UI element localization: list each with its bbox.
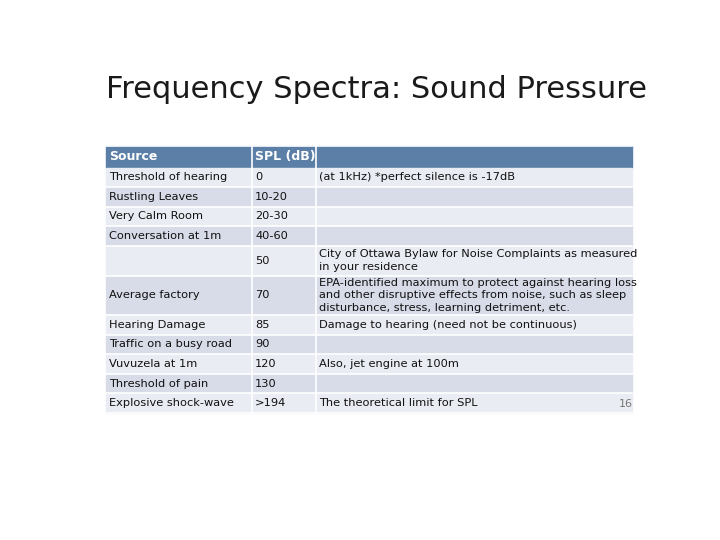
Text: Average factory: Average factory	[109, 291, 199, 300]
Bar	[106, 207, 632, 226]
Bar	[106, 393, 632, 413]
Text: Threshold of pain: Threshold of pain	[109, 379, 208, 388]
Text: Source: Source	[109, 150, 157, 163]
Text: Conversation at 1m: Conversation at 1m	[109, 231, 221, 241]
Bar	[106, 315, 632, 335]
Text: EPA-identified maximum to protect against hearing loss
and other disruptive effe: EPA-identified maximum to protect agains…	[320, 278, 637, 313]
Text: 85: 85	[255, 320, 270, 330]
Bar	[106, 335, 632, 354]
Text: Also, jet engine at 100m: Also, jet engine at 100m	[320, 359, 459, 369]
Bar	[106, 354, 632, 374]
Bar	[106, 226, 632, 246]
Text: 10-20: 10-20	[255, 192, 288, 202]
Text: 40-60: 40-60	[255, 231, 288, 241]
Text: Hearing Damage: Hearing Damage	[109, 320, 205, 330]
Text: The theoretical limit for SPL: The theoretical limit for SPL	[320, 398, 478, 408]
Bar	[106, 275, 632, 315]
Text: >194: >194	[255, 398, 287, 408]
Bar	[106, 246, 632, 275]
Bar	[106, 167, 632, 187]
Bar	[106, 374, 632, 393]
Text: Threshold of hearing: Threshold of hearing	[109, 172, 227, 183]
Text: Traffic on a busy road: Traffic on a busy road	[109, 340, 232, 349]
Text: Rustling Leaves: Rustling Leaves	[109, 192, 198, 202]
Text: Vuvuzela at 1m: Vuvuzela at 1m	[109, 359, 197, 369]
Text: Very Calm Room: Very Calm Room	[109, 211, 203, 221]
Text: 0: 0	[255, 172, 263, 183]
Text: 130: 130	[255, 379, 277, 388]
Text: Frequency Spectra: Sound Pressure: Frequency Spectra: Sound Pressure	[106, 75, 647, 104]
Text: 120: 120	[255, 359, 277, 369]
Text: Explosive shock-wave: Explosive shock-wave	[109, 398, 234, 408]
Text: 20-30: 20-30	[255, 211, 288, 221]
Text: SPL (dB): SPL (dB)	[255, 150, 316, 163]
Bar	[106, 187, 632, 207]
Text: City of Ottawa Bylaw for Noise Complaints as measured
in your residence: City of Ottawa Bylaw for Noise Complaint…	[320, 249, 638, 272]
Text: 90: 90	[255, 340, 270, 349]
Text: Damage to hearing (need not be continuous): Damage to hearing (need not be continuou…	[320, 320, 577, 330]
Text: (at 1kHz) *perfect silence is -17dB: (at 1kHz) *perfect silence is -17dB	[320, 172, 516, 183]
Text: 50: 50	[255, 255, 270, 266]
Text: 70: 70	[255, 291, 270, 300]
Bar	[106, 146, 632, 167]
Text: 16: 16	[618, 400, 632, 409]
